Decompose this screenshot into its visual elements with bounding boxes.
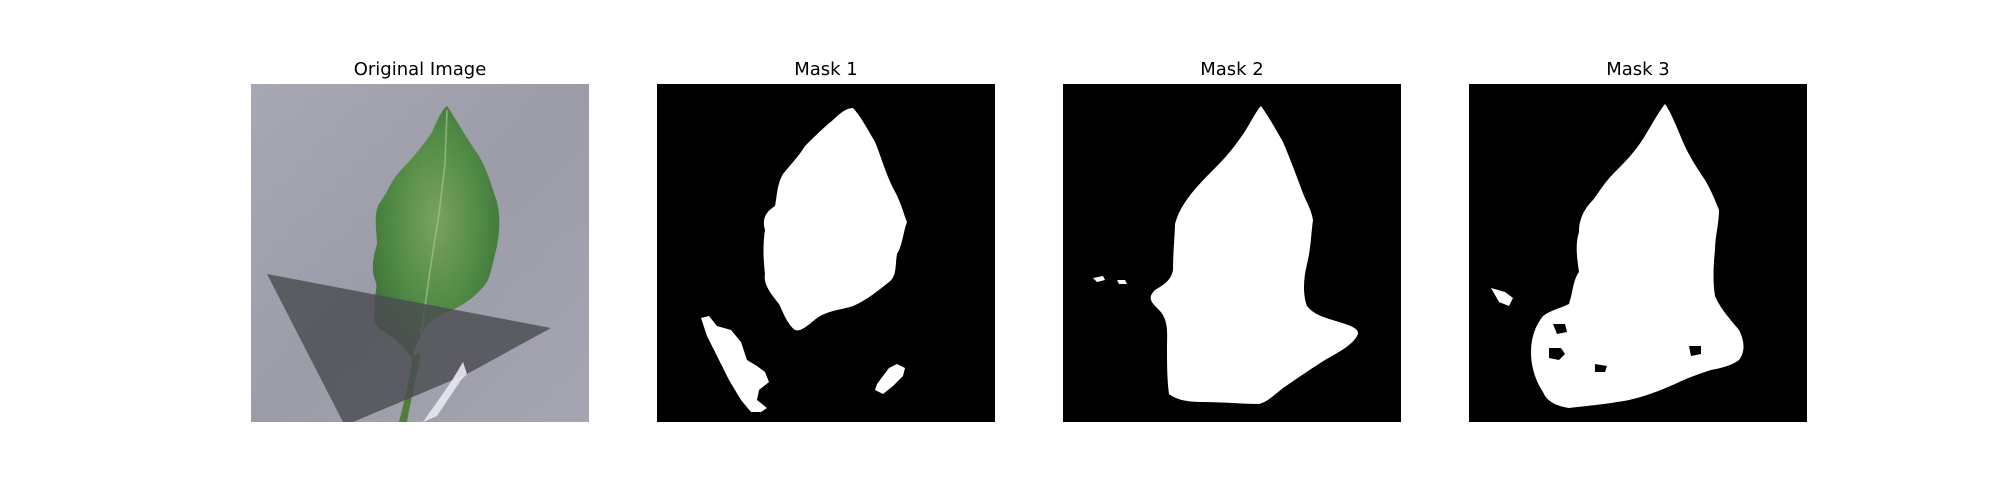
mask-1-image: [657, 84, 995, 422]
original-image-panel: [251, 84, 589, 422]
mask-3-title: Mask 3: [1469, 58, 1807, 82]
mask-1-panel: [657, 84, 995, 422]
mask-2-image: [1063, 84, 1401, 422]
mask-2-title: Mask 2: [1063, 58, 1401, 82]
mask-3-panel: [1469, 84, 1807, 422]
mask-2-panel: [1063, 84, 1401, 422]
mask-3-image: [1469, 84, 1807, 422]
mask-1-title: Mask 1: [657, 58, 995, 82]
original-image-title: Original Image: [251, 58, 589, 82]
original-image: [251, 84, 589, 422]
